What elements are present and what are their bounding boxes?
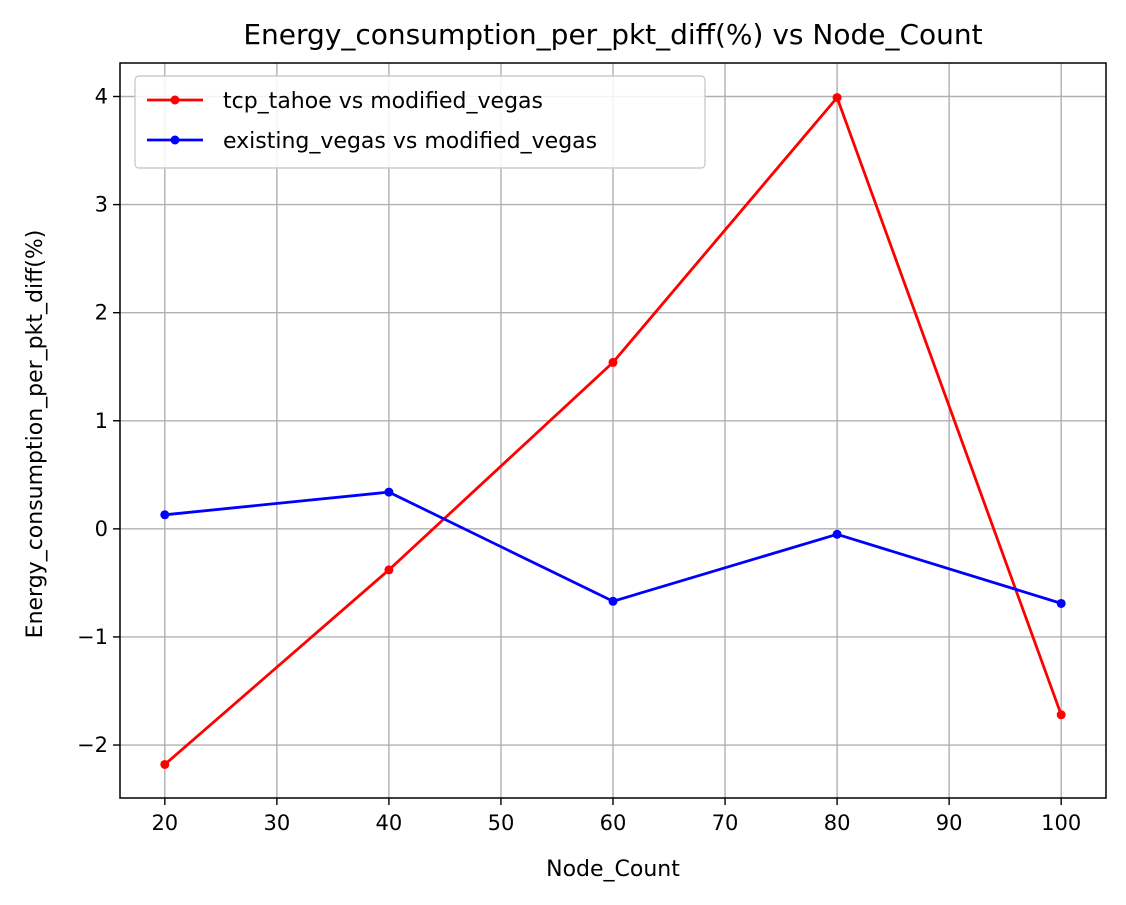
y-tick-label: 2 — [95, 301, 108, 325]
data-point — [608, 596, 618, 606]
y-tick-label: −2 — [77, 733, 108, 757]
grid-lines — [120, 63, 1106, 798]
x-tick-label: 30 — [263, 811, 290, 835]
y-tick-label: 0 — [95, 517, 108, 541]
x-tick-label: 50 — [488, 811, 515, 835]
data-point — [1056, 710, 1066, 720]
x-tick-label: 60 — [600, 811, 627, 835]
legend-label: existing_vegas vs modified_vegas — [223, 129, 597, 154]
x-tick-label: 90 — [936, 811, 963, 835]
legend-label: tcp_tahoe vs modified_vegas — [223, 89, 543, 114]
x-tick-label: 20 — [151, 811, 178, 835]
data-point — [160, 759, 170, 769]
legend-swatch-marker — [170, 95, 180, 105]
data-point — [384, 487, 394, 497]
y-axis-label: Energy_consumption_per_pkt_diff(%) — [23, 230, 48, 639]
data-point — [608, 357, 618, 367]
x-tick-label: 80 — [824, 811, 851, 835]
x-tick-label: 100 — [1041, 811, 1081, 835]
y-tick-label: −1 — [77, 625, 108, 649]
data-point — [160, 510, 170, 520]
y-tick-label: 1 — [95, 409, 108, 433]
series-1 — [160, 93, 1066, 769]
legend: tcp_tahoe vs modified_vegas existing_vega… — [134, 75, 706, 169]
data-point — [832, 93, 842, 103]
x-tick-label: 40 — [376, 811, 403, 835]
legend-box — [134, 75, 706, 169]
x-tick-label: 70 — [712, 811, 739, 835]
legend-swatch-marker — [170, 135, 180, 145]
axis-ticks: 20 30 40 50 60 70 80 90 100 −2 −1 0 1 2 3 4 — [77, 85, 1081, 835]
series-layer — [160, 93, 1066, 769]
data-point — [832, 529, 842, 539]
chart-title: Energy_consumption_per_pkt_diff(%) vs No… — [243, 18, 982, 51]
data-point — [384, 565, 394, 575]
x-axis-label: Node_Count — [546, 857, 680, 882]
data-point — [1056, 598, 1066, 608]
y-tick-label: 4 — [95, 85, 108, 109]
y-tick-label: 3 — [95, 193, 108, 217]
series-2 — [160, 487, 1066, 608]
